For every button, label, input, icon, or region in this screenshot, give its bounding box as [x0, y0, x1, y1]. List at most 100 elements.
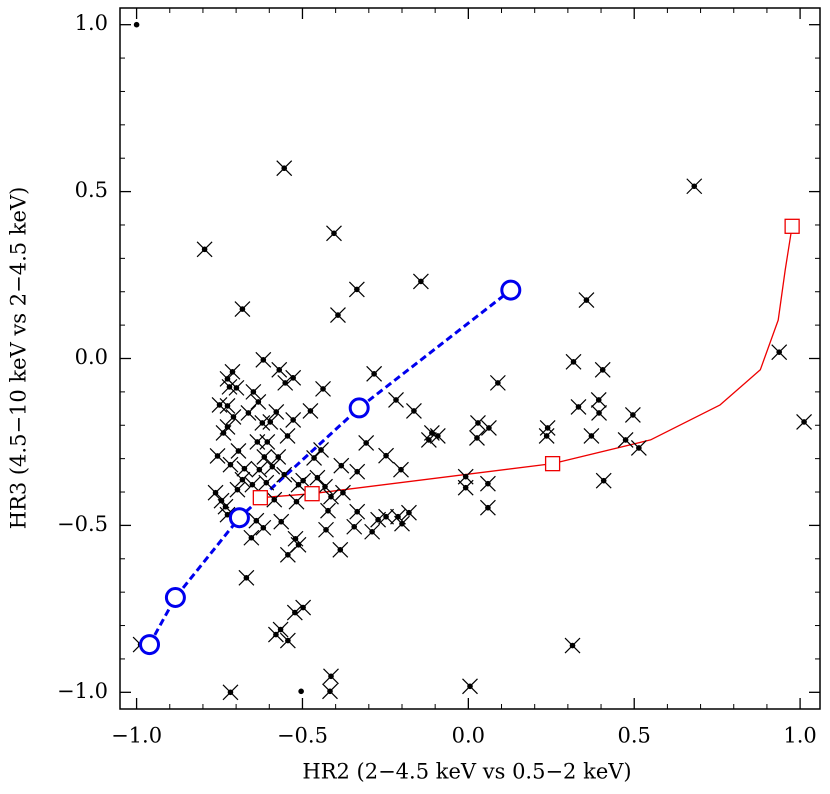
cross-dot: [250, 389, 257, 395]
y-tick-label: 0.0: [75, 345, 108, 369]
point: [315, 380, 331, 397]
point: [238, 569, 255, 586]
series-line: [148, 288, 512, 646]
point: [394, 515, 410, 532]
point: [313, 442, 329, 458]
cross-dot: [600, 477, 607, 484]
cross-dot: [255, 399, 262, 405]
cross-dot: [322, 483, 328, 490]
cross-dot: [776, 349, 782, 355]
point: [578, 292, 595, 309]
point: [306, 450, 323, 466]
cross-dot: [278, 518, 285, 525]
cross-dot: [290, 375, 296, 381]
cross-dot: [354, 286, 360, 293]
cross-dot: [462, 484, 469, 491]
point: [251, 461, 268, 478]
cross-dot: [351, 523, 358, 530]
cross-dot: [583, 297, 590, 303]
cross-dot: [295, 481, 302, 488]
point: [349, 463, 366, 480]
cross-dot: [260, 524, 267, 531]
cross-dot: [271, 496, 278, 503]
point: [406, 402, 422, 419]
point: [271, 361, 288, 378]
point: [346, 518, 363, 535]
point: [286, 604, 303, 621]
point: [298, 688, 304, 695]
point: [270, 449, 287, 465]
cross-dot: [234, 486, 241, 493]
cross-dot: [281, 165, 288, 172]
point: [309, 469, 326, 486]
point: [318, 521, 334, 538]
point: [211, 396, 228, 413]
cross-dot: [235, 448, 242, 454]
plot-frame: [119, 7, 821, 710]
cross-dot: [495, 380, 501, 386]
point: [240, 404, 257, 421]
point: [348, 281, 365, 298]
point: [234, 301, 251, 318]
point: [366, 365, 383, 382]
y-tick-label: −0.5: [57, 512, 108, 536]
cross-dot: [569, 642, 576, 649]
point: [544, 455, 561, 472]
cross-dot: [230, 414, 237, 420]
square: [304, 486, 320, 502]
cross-dot: [275, 454, 282, 460]
point: [213, 492, 230, 509]
square: [784, 218, 800, 234]
cross-dot: [293, 498, 300, 505]
cross-dot: [418, 278, 424, 285]
x-axis-title: HR2 (2−4.5 keV vs 0.5−2 keV): [302, 760, 631, 784]
cross-dot: [224, 424, 231, 430]
cross-dot: [383, 452, 389, 459]
x-tick-label: 0.5: [618, 724, 651, 748]
cross-dot: [239, 306, 246, 312]
point: [335, 484, 351, 501]
point: [429, 428, 446, 444]
point: [139, 634, 161, 656]
cross-dot: [248, 534, 255, 541]
point: [290, 476, 307, 493]
cross-dot: [216, 402, 223, 408]
cross-dot: [227, 461, 234, 468]
point: [796, 413, 813, 430]
dot: [298, 688, 304, 695]
point: [264, 458, 281, 475]
cross-dot: [218, 497, 225, 504]
cross-dot: [338, 462, 345, 469]
point: [219, 397, 236, 414]
cross-dot: [575, 404, 582, 410]
point: [222, 684, 239, 701]
point: [230, 443, 247, 459]
cross-dot: [273, 631, 279, 638]
point: [273, 513, 290, 530]
point: [323, 668, 339, 685]
circle: [139, 634, 161, 656]
point: [570, 398, 587, 415]
point: [479, 499, 496, 516]
circle: [164, 587, 186, 609]
cross-dot: [363, 440, 369, 446]
point: [322, 683, 338, 700]
point: [617, 432, 634, 448]
x-tick-label: 0.0: [452, 724, 485, 748]
cross-dot: [254, 439, 261, 445]
cross-dot: [224, 511, 231, 518]
cross-dot: [599, 367, 606, 373]
point: [595, 472, 612, 489]
circle: [500, 279, 522, 301]
point: [479, 475, 496, 492]
cross-dot: [406, 509, 412, 516]
cross-dot: [371, 371, 377, 377]
point: [250, 393, 267, 410]
cross-dot: [311, 455, 317, 461]
cross-dot: [328, 673, 334, 680]
cross-dot: [485, 504, 491, 511]
point: [222, 456, 239, 473]
point: [207, 484, 224, 501]
point: [224, 363, 241, 380]
point: [255, 519, 272, 536]
